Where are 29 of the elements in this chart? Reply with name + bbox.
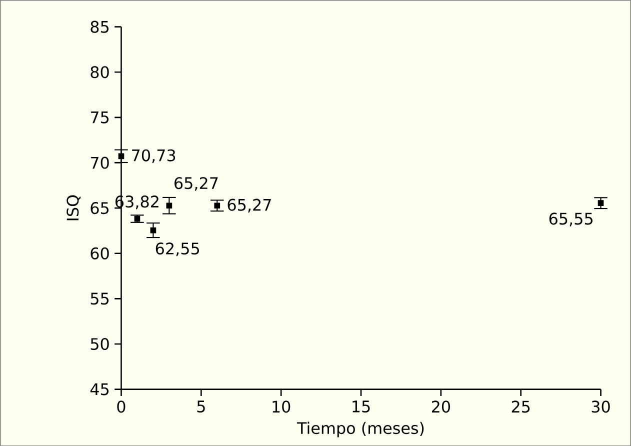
data-label: 65,27: [174, 176, 218, 191]
x-tick-label: 5: [197, 400, 205, 412]
x-tick-label: 20: [432, 400, 450, 413]
data-label: 65,55: [549, 212, 592, 226]
x-tick-label: 25: [512, 400, 530, 413]
point: [166, 202, 172, 208]
y-axis-title: ISQ: [66, 195, 81, 220]
y-tick-label: 50: [90, 338, 109, 350]
x-tick-label: 0: [117, 400, 126, 413]
point: [150, 227, 156, 234]
x-tick-label: 30: [592, 400, 610, 413]
point: [118, 153, 124, 159]
data-label: 62,55: [156, 242, 199, 256]
data-label: 70,73: [132, 149, 176, 163]
point: [214, 202, 220, 208]
point: [598, 200, 604, 206]
x-tick-label: 15: [352, 400, 370, 412]
x-axis-title: Tiempo (meses): [296, 422, 424, 438]
point: [134, 216, 140, 222]
y-tick-label: 80: [90, 66, 109, 78]
y-tick-label: 65: [90, 202, 109, 214]
y-tick-label: 85: [90, 20, 109, 33]
y-tick-label: 45: [90, 383, 109, 396]
y-tick-label: 60: [90, 247, 109, 260]
y-tick-label: 55: [90, 292, 109, 304]
y-tick-label: 70: [90, 156, 109, 169]
x-tick-label: 10: [272, 400, 290, 413]
data-label: 65,27: [228, 198, 271, 212]
y-tick-label: 75: [90, 111, 109, 124]
